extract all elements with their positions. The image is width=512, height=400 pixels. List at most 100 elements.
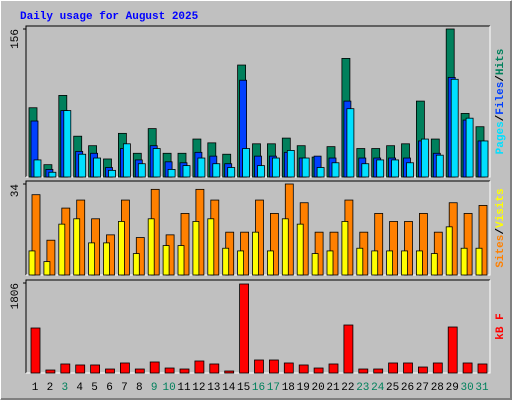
x-tick-label: 17 <box>267 382 280 394</box>
x-tick-label: 27 <box>416 382 429 394</box>
bar <box>33 159 42 178</box>
bar <box>331 162 340 178</box>
x-tick-label: 1 <box>32 382 39 394</box>
x-tick-label: 8 <box>136 382 143 394</box>
bar <box>418 213 428 276</box>
bar <box>281 218 289 276</box>
bar <box>346 108 355 178</box>
bar <box>164 367 175 374</box>
bar <box>341 221 349 276</box>
legend-entry: kB F <box>495 313 507 339</box>
legend: Sites/Visits <box>495 188 507 267</box>
bar <box>480 140 489 178</box>
bar <box>373 368 384 374</box>
bar <box>90 364 100 374</box>
bar <box>239 283 250 374</box>
bar <box>192 221 200 276</box>
bar <box>298 364 309 374</box>
bar <box>403 362 413 374</box>
x-tick-label: 3 <box>61 382 68 394</box>
bar <box>420 138 429 178</box>
bar <box>227 167 236 178</box>
bar <box>478 205 488 276</box>
bar <box>388 362 399 374</box>
bar <box>477 363 488 374</box>
bar <box>432 362 443 374</box>
bar <box>269 213 279 276</box>
panel-bevel <box>25 279 490 373</box>
bar <box>389 221 399 276</box>
bar <box>103 242 110 276</box>
bar <box>212 163 221 178</box>
bar <box>63 110 72 178</box>
bar <box>123 143 131 178</box>
panel <box>26 280 490 373</box>
bar <box>462 362 473 374</box>
bar <box>371 250 379 276</box>
bar <box>401 250 408 276</box>
x-tick-label: 18 <box>282 382 295 394</box>
bar <box>445 226 453 276</box>
x-tick-label: 22 <box>341 382 354 394</box>
bar <box>435 154 444 178</box>
bar <box>88 242 95 276</box>
bar <box>343 324 354 374</box>
bar <box>328 363 339 374</box>
x-tick-label: 5 <box>91 382 98 394</box>
bar <box>149 361 160 374</box>
bar <box>207 218 215 276</box>
bar <box>301 157 310 178</box>
bar <box>283 362 294 374</box>
bar <box>58 223 66 276</box>
bar <box>376 159 385 178</box>
bar <box>177 245 185 276</box>
bar <box>179 368 190 374</box>
bar <box>222 247 230 276</box>
bar <box>180 213 190 276</box>
x-tick-label: 28 <box>431 382 444 394</box>
bar <box>242 148 251 178</box>
legend-entry: Visits <box>495 188 507 228</box>
bar <box>286 150 295 178</box>
bar <box>209 363 220 374</box>
bar <box>120 362 130 374</box>
bar <box>254 359 264 374</box>
bar <box>75 364 86 374</box>
bar <box>46 239 56 276</box>
bar <box>450 78 459 178</box>
chart-title: Daily usage for August 2025 <box>20 11 199 23</box>
bar <box>271 157 280 178</box>
bar <box>73 218 81 276</box>
bar <box>45 369 56 374</box>
x-tick-label: 26 <box>401 382 414 394</box>
bar <box>417 366 428 374</box>
x-tick-label: 19 <box>297 382 310 394</box>
x-tick-label: 13 <box>207 382 220 394</box>
x-tick-label: 14 <box>222 382 236 394</box>
bar <box>162 245 170 276</box>
x-tick-label: 23 <box>356 382 369 394</box>
legend: Pages/Files/Hits <box>495 49 507 155</box>
bar <box>391 159 400 178</box>
legend-entry: Sites <box>495 235 507 268</box>
bar <box>182 165 191 178</box>
panel-bevel <box>25 180 490 275</box>
bar <box>30 327 41 374</box>
bar <box>326 250 334 276</box>
bar <box>358 368 369 374</box>
bar <box>78 153 87 178</box>
legend-separator: / <box>495 75 507 82</box>
y-tick-label: 34 <box>10 184 22 198</box>
x-tick-label: 6 <box>106 382 113 394</box>
bar <box>147 218 155 276</box>
x-tick-label: 2 <box>47 382 54 394</box>
bar <box>404 221 413 276</box>
bar <box>463 213 473 276</box>
bar <box>93 157 101 178</box>
bar <box>28 250 36 276</box>
bar <box>197 157 206 178</box>
legend-entry: Files <box>495 82 507 115</box>
x-tick-label: 20 <box>311 382 324 394</box>
legend-entry: Hits <box>495 49 507 75</box>
